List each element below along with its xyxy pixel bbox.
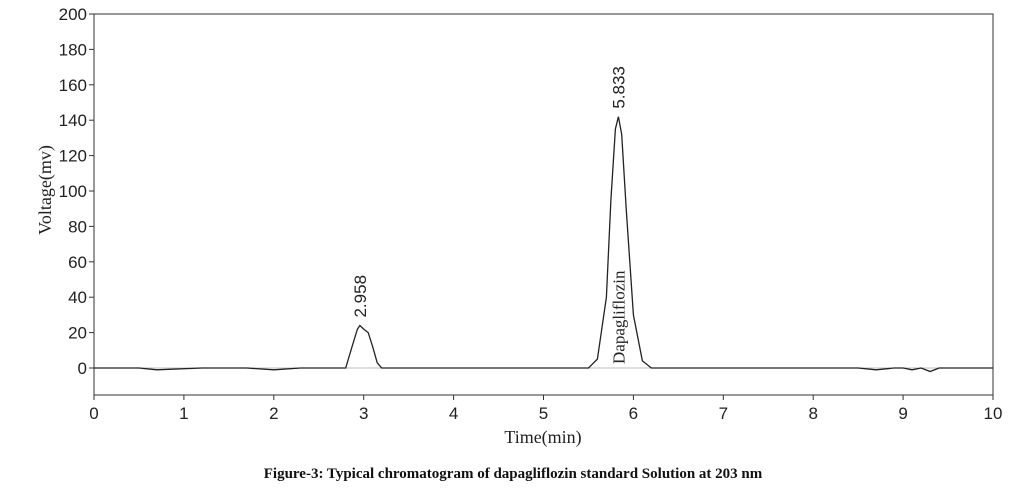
y-tick-label: 20	[68, 324, 87, 343]
y-axis-title: Voltage(mv)	[35, 145, 56, 235]
y-tick-label: 80	[68, 217, 87, 236]
peak-retention-label: 5.833	[609, 66, 628, 109]
y-tick-label: 0	[78, 359, 87, 378]
chromatogram-trace	[94, 116, 993, 373]
x-tick-label: 1	[179, 404, 188, 423]
y-tick-label: 40	[68, 288, 87, 307]
y-tick-label: 180	[59, 40, 87, 59]
y-tick-label: 100	[59, 182, 87, 201]
y-tick-label: 120	[59, 147, 87, 166]
plot-area-frame	[93, 13, 994, 396]
x-tick-label: 7	[719, 404, 728, 423]
y-tick-label: 160	[59, 76, 87, 95]
x-tick-label: 5	[539, 404, 548, 423]
x-tick-label: 0	[89, 404, 98, 423]
y-tick-label: 200	[59, 5, 87, 24]
peak-labels: 2.958 5.833 Dapagliflozin	[351, 66, 628, 364]
x-tick-label: 9	[898, 404, 907, 423]
figure-caption: Figure-3: Typical chromatogram of dapagl…	[263, 466, 763, 482]
y-tick-label: 60	[68, 253, 87, 272]
chromatogram-chart: 0 20 40 60 80 100 120 140 160 180 200 0 1 2 3 4 5 6 7 8 9 10…	[35, 5, 1002, 448]
x-tick-label: 6	[629, 404, 638, 423]
y-axis: 0 20 40 60 80 100 120 140 160 180 200	[59, 5, 94, 378]
x-tick-label: 3	[359, 404, 368, 423]
x-tick-label: 4	[449, 404, 458, 423]
x-axis: 0 1 2 3 4 5 6 7 8 9 10	[89, 395, 1002, 423]
x-axis-title: Time(min)	[504, 427, 581, 448]
x-tick-label: 2	[269, 404, 278, 423]
peak-compound-label: Dapagliflozin	[609, 270, 628, 364]
peak-retention-label: 2.958	[351, 275, 370, 318]
x-tick-label: 10	[984, 404, 1003, 423]
y-tick-label: 140	[59, 111, 87, 130]
x-tick-label: 8	[808, 404, 817, 423]
